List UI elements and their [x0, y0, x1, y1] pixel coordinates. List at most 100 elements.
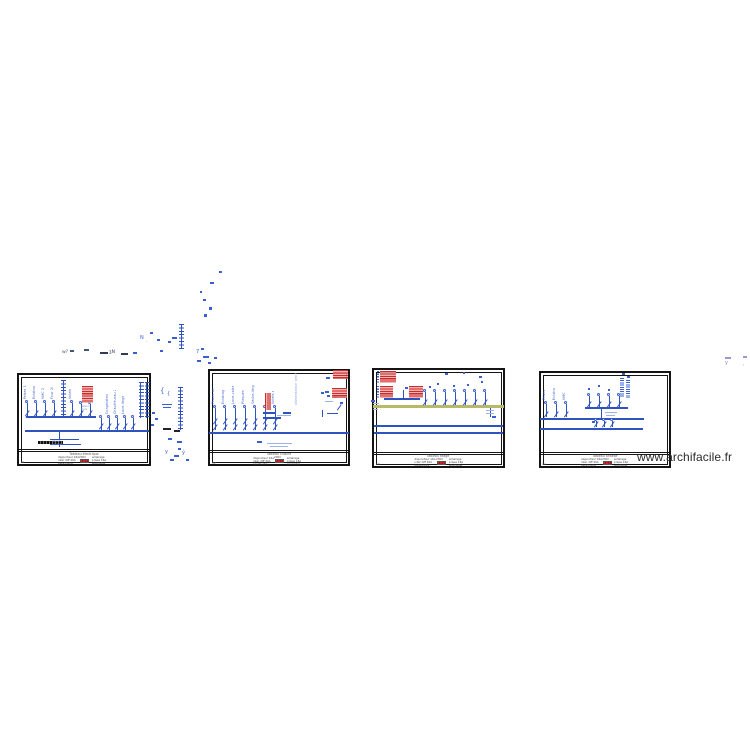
circuit-loop-icon [52, 400, 56, 404]
wire-line [283, 412, 291, 414]
titleblock-line [541, 453, 669, 455]
circuit-label: Prises 16A [24, 385, 28, 399]
wire-stem [133, 417, 135, 430]
light-wire-line [325, 401, 333, 402]
stray-mark [257, 441, 262, 443]
circuit-label: Prises 16A [543, 388, 547, 400]
stray-mark [200, 291, 202, 293]
text-column [620, 378, 624, 398]
stray-mark [70, 350, 74, 352]
stray-mark [429, 386, 431, 388]
wire-stem [117, 417, 119, 430]
wire-stem [59, 431, 61, 439]
circuit-label: Volets [69, 389, 73, 399]
terminal-strip [179, 324, 184, 349]
red-hatch-block [332, 388, 347, 398]
circuit-loop-icon [25, 400, 29, 404]
legend-text: éclairage prises 16A spécialisé [614, 457, 629, 468]
circuit-label: Congélateur [106, 393, 110, 414]
wire-stem [435, 392, 437, 405]
circuit-loop-icon [463, 389, 467, 393]
wire-stem [546, 404, 548, 417]
stray-mark [463, 372, 465, 374]
wire-line [50, 439, 79, 441]
circuit-loop-icon [423, 389, 427, 393]
wire-stem [465, 392, 467, 405]
stray-mark [453, 385, 455, 387]
stray-mark [481, 381, 483, 383]
stray-glyph: y [725, 360, 728, 366]
wire-stem [90, 404, 92, 416]
terminal-strip [61, 380, 66, 416]
legend-text: 230V [436, 457, 443, 461]
light-wire-line [486, 412, 494, 414]
stray-mark [168, 438, 172, 440]
sheet-number: 02 [212, 461, 216, 465]
titleblock-line [19, 451, 149, 453]
stray-glyph: · [146, 339, 148, 344]
wire-stem [81, 404, 83, 416]
stray-mark [174, 430, 180, 432]
stray-mark [201, 348, 204, 350]
circuit-loop-icon [123, 414, 127, 418]
stray-glyph: 7 [196, 349, 200, 355]
stray-mark [155, 418, 158, 420]
diagram-panel-3-inner-border [375, 371, 502, 465]
stray-mark [627, 376, 630, 378]
sub-panel-label: départ annexe [52, 440, 62, 447]
circuit-label: VMC [563, 392, 567, 400]
circuit-loop-icon [107, 414, 111, 418]
panel-title: Tableau électrique [69, 451, 99, 456]
stray-glyph: ʒN [109, 350, 115, 355]
light-wire-line [267, 443, 292, 444]
circuit-loop-icon [43, 400, 47, 404]
stray-mark [445, 373, 448, 375]
circuit-loop-icon [70, 400, 74, 404]
red-hatch-block [380, 386, 393, 398]
legend-text: éclairage prises 16A spécialisé [449, 457, 464, 468]
stray-mark [598, 385, 600, 387]
stray-mark [209, 307, 212, 310]
titleblock-line [541, 451, 669, 453]
sheet-number: 01 [21, 460, 25, 464]
stray-mark [133, 352, 137, 354]
stray-mark [172, 337, 177, 339]
light-wire-line [605, 411, 617, 413]
stray-mark [203, 356, 209, 358]
bus-line [374, 431, 503, 434]
circuit-loop-icon [597, 393, 601, 397]
stray-mark [622, 373, 625, 375]
circuit-loop-icon [34, 400, 38, 404]
light-wire-line [486, 409, 494, 411]
circuit-loop-icon [617, 393, 621, 397]
circuit-loop-icon [79, 401, 83, 405]
circuit-loop-icon [544, 401, 548, 405]
stray-glyph: w? [62, 350, 69, 355]
bus-line [374, 425, 503, 427]
stray-mark [174, 455, 179, 457]
stray-mark [608, 389, 610, 391]
stray-mark [592, 421, 595, 423]
stray-mark [492, 416, 496, 418]
stray-mark [340, 402, 343, 404]
circuit-loop-icon [610, 417, 614, 421]
stray-mark [162, 404, 172, 406]
wire-stem [125, 417, 127, 430]
wire-stem [402, 390, 404, 399]
stray-mark [100, 352, 108, 354]
stray-mark [208, 362, 211, 364]
titleblock-line [19, 449, 149, 451]
red-hatch-block [409, 386, 423, 398]
panel-title: Tableau annexe [592, 453, 618, 458]
legend-swatch [275, 458, 284, 464]
circuit-loop-icon [607, 393, 611, 397]
light-wire-line [277, 414, 291, 416]
wire-stem [455, 392, 457, 405]
stray-mark [371, 400, 375, 402]
wire-stem [72, 403, 74, 416]
stray-mark [178, 448, 181, 450]
text-column [626, 380, 630, 398]
stray-mark [743, 356, 747, 358]
legend-text: disjoncteur 16A inter diff 40A parafoudr… [58, 455, 80, 466]
